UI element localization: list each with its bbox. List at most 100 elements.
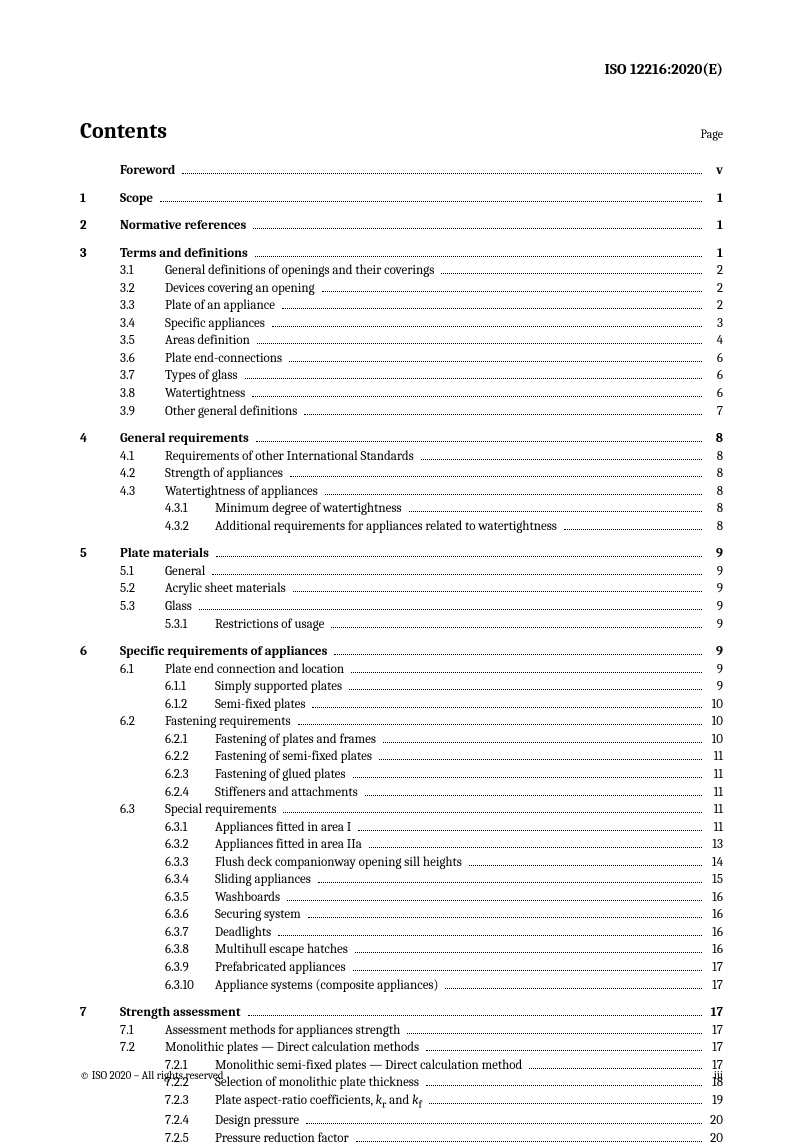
toc-subsection-number: 3.5 <box>120 332 165 350</box>
toc-entry: Forewordv <box>80 162 723 180</box>
toc-subsubsection-number: 7.2.4 <box>165 1112 215 1130</box>
toc-page-number: 9 <box>705 545 723 563</box>
toc-subsubsection-number: 6.3.7 <box>165 924 215 942</box>
toc-entry-title: Sliding appliances <box>215 871 315 889</box>
toc-leader <box>282 299 702 309</box>
toc-leader <box>407 1023 702 1033</box>
toc-page-number: 16 <box>705 906 723 924</box>
toc-leader <box>426 1041 702 1051</box>
toc-subsection-number: 6.1 <box>120 661 165 679</box>
toc-entry-title: Plate end-connections <box>165 350 286 368</box>
toc-leader <box>216 547 702 557</box>
toc-leader <box>289 352 702 362</box>
toc-leader <box>287 890 702 900</box>
toc-subsubsection-number: 6.1.2 <box>165 696 215 714</box>
toc-entry-title: Plate end connection and location <box>165 661 348 679</box>
toc-entry-title: Terms and definitions <box>120 245 252 263</box>
toc-page-number: 4 <box>705 332 723 350</box>
toc-entry-title: Fastening requirements <box>165 713 295 731</box>
toc-leader <box>290 467 702 477</box>
toc-subsubsection-number: 6.3.3 <box>165 854 215 872</box>
toc-leader <box>356 1131 702 1141</box>
toc-entry-title: Multihull escape hatches <box>215 941 352 959</box>
toc-page-number: 8 <box>705 448 723 466</box>
toc-entry: 3.4Specific appliances3 <box>120 315 723 333</box>
toc-entry-title: Strength assessment <box>120 1004 245 1022</box>
toc-page-number: 10 <box>705 696 723 714</box>
toc-page-number: 9 <box>705 661 723 679</box>
toc-leader <box>312 697 702 707</box>
toc-entry: 6.1Plate end connection and location 9 <box>120 661 723 679</box>
toc-leader <box>331 617 702 627</box>
toc-leader <box>252 387 702 397</box>
toc-subsubsection-number: 6.3.2 <box>165 836 215 854</box>
toc-leader <box>325 484 702 494</box>
toc-subsection-number: 3.9 <box>120 403 165 421</box>
toc-page-number: 11 <box>705 819 723 837</box>
toc-subsubsection-number: 7.2.5 <box>165 1130 215 1147</box>
toc-leader <box>529 1058 702 1068</box>
toc-page-number: 14 <box>705 854 723 872</box>
toc-leader <box>322 281 702 291</box>
toc-entry: 7.2Monolithic plates — Direct calculatio… <box>120 1039 723 1057</box>
toc-entry-title: Glass <box>165 598 196 616</box>
toc-entry-title: Securing system <box>215 906 305 924</box>
toc-entry: 4General requirements8 <box>80 430 723 448</box>
toc-page-number: 11 <box>705 801 723 819</box>
toc-entry-title: Appliance systems (composite appliances) <box>215 977 442 995</box>
toc-subsubsection-number: 7.2.3 <box>165 1092 215 1110</box>
toc-entry: 5.3Glass9 <box>120 598 723 616</box>
toc-leader <box>409 502 702 512</box>
toc-leader <box>358 820 702 830</box>
toc-subsection-number: 7.1 <box>120 1022 165 1040</box>
toc-page-number: 10 <box>705 731 723 749</box>
toc-entry-title: Specific requirements of appliances <box>120 643 331 661</box>
toc-entry: 3.8Watertightness6 <box>120 385 723 403</box>
toc-page-number: 15 <box>705 871 723 889</box>
toc-section-number: 1 <box>80 190 120 208</box>
toc-entry: 6.3.2Appliances fitted in area IIa13 <box>165 836 723 854</box>
toc-subsection-number: 6.2 <box>120 713 165 731</box>
toc-subsubsection-number: 4.3.2 <box>165 518 215 536</box>
toc-page-number: 9 <box>705 580 723 598</box>
toc-entry-title: Semi-fixed plates <box>215 696 309 714</box>
toc-entry: 1Scope1 <box>80 190 723 208</box>
toc-entry: 6.2.2Fastening of semi-fixed plates11 <box>165 748 723 766</box>
toc-section-number: 7 <box>80 1004 120 1022</box>
toc-leader <box>379 750 702 760</box>
toc-subsection-number: 4.2 <box>120 465 165 483</box>
toc-subsubsection-number: 6.3.5 <box>165 889 215 907</box>
toc-leader <box>369 838 702 848</box>
toc-page-number: 1 <box>705 190 723 208</box>
toc-leader <box>199 600 702 610</box>
toc-entry-title: Pressure reduction factor <box>215 1130 353 1147</box>
toc-leader <box>355 943 702 953</box>
toc-subsection-number: 3.6 <box>120 350 165 368</box>
toc-entry: 3.3Plate of an appliance2 <box>120 297 723 315</box>
toc-leader <box>248 1006 702 1016</box>
toc-leader <box>298 715 702 725</box>
toc-subsection-number: 5.2 <box>120 580 165 598</box>
toc-section-number: 2 <box>80 217 120 235</box>
toc-subsection-number: 3.1 <box>120 262 165 280</box>
toc-entry-title: Plate of an appliance <box>165 297 279 315</box>
toc-entry: 7Strength assessment17 <box>80 1004 723 1022</box>
toc-entry-title: Requirements of other International Stan… <box>165 448 418 466</box>
toc-leader <box>306 1114 702 1124</box>
toc-entry-title: Appliances fitted in area I <box>215 819 355 837</box>
toc-entry-title: Appliances fitted in area IIa <box>215 836 366 854</box>
toc-entry-title: Areas definition <box>165 332 254 350</box>
toc-entry: 4.3.2Additional requirements for applian… <box>165 518 723 536</box>
toc-leader <box>349 680 702 690</box>
toc-leader <box>257 334 702 344</box>
toc-page-number: 20 <box>705 1130 723 1147</box>
toc-entry: 3Terms and definitions1 <box>80 245 723 263</box>
toc-leader <box>304 404 702 414</box>
toc-entry: 6.3.6Securing system16 <box>165 906 723 924</box>
toc-leader <box>429 1093 702 1103</box>
toc-leader <box>283 803 702 813</box>
toc-entry: 3.5Areas definition 4 <box>120 332 723 350</box>
toc-entry-title: Deadlights <box>215 924 275 942</box>
page-footer: © ISO 2020 – All rights reserved iii <box>80 1069 723 1082</box>
toc-entry-title: Stiffeners and attachments <box>215 784 362 802</box>
